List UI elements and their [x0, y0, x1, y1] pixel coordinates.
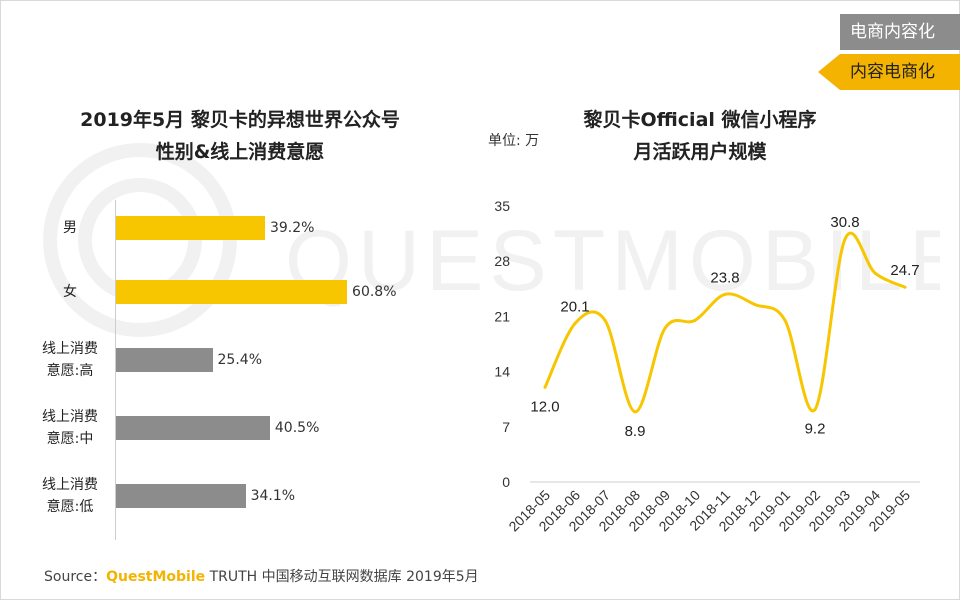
bar-axis-line — [115, 200, 116, 540]
right-title-line1: 黎贝卡Official 微信小程序 — [583, 109, 817, 131]
ecommerce-content-tag: 内容电商化 — [840, 54, 960, 90]
data-point — [813, 407, 817, 411]
bar-category-line2: 意愿:中 — [46, 431, 94, 447]
data-point — [903, 285, 907, 289]
bar-category-line1: 女 — [63, 284, 77, 300]
bar-row: 女 60.8% — [30, 280, 450, 320]
data-label: 24.7 — [890, 262, 919, 279]
data-point — [663, 326, 667, 330]
right-title-line2: 月活跃用户规模 — [633, 141, 767, 163]
y-tick-label: 0 — [502, 474, 510, 490]
bar-category-line1: 男 — [63, 220, 77, 236]
bar-row: 男 39.2% — [30, 216, 450, 256]
left-chart-title: 2019年5月 黎贝卡的异想世界公众号 性别&线上消费意愿 — [30, 104, 450, 168]
bar-category-label: 线上消费意愿:中 — [30, 406, 110, 450]
bar-value-label: 34.1% — [250, 488, 296, 504]
bar-row: 线上消费意愿:低 34.1% — [30, 477, 450, 524]
data-label: 12.0 — [530, 398, 559, 415]
y-tick-label: 21 — [494, 308, 510, 324]
bar — [116, 416, 270, 440]
data-label: 30.8 — [830, 214, 859, 231]
bar-category-label: 男 — [30, 217, 110, 239]
y-tick-label: 14 — [494, 364, 510, 380]
bar-category-line1: 线上消费 — [42, 477, 98, 493]
bar-category-line2: 意愿:高 — [46, 363, 94, 379]
data-point — [873, 271, 877, 275]
series-line — [543, 231, 906, 414]
arrow-left-icon — [818, 54, 840, 90]
bar — [116, 216, 265, 240]
bar-category-line1: 线上消费 — [42, 409, 98, 425]
y-tick-label: 28 — [494, 253, 510, 269]
bar-row: 线上消费意愿:中 40.5% — [30, 409, 450, 456]
bar-category-label: 线上消费意愿:高 — [30, 338, 110, 382]
data-point — [573, 321, 577, 325]
data-point — [633, 410, 637, 414]
bar — [116, 348, 213, 372]
unit-label: 单位: 万 — [488, 133, 540, 149]
data-point — [693, 318, 697, 322]
left-title-line1: 2019年5月 黎贝卡的异想世界公众号 — [80, 109, 400, 131]
bar-category-line1: 线上消费 — [42, 341, 98, 357]
data-point — [753, 303, 757, 307]
bar-value-label: 39.2% — [269, 220, 315, 236]
data-label: 20.1 — [560, 298, 589, 315]
bar-value-label: 60.8% — [352, 284, 397, 300]
data-point — [603, 318, 607, 322]
source-text: TRUTH 中国移动互联网数据库 2019年5月 — [205, 569, 479, 585]
y-tick-label: 7 — [502, 419, 510, 435]
source-footer: Source：QuestMobile TRUTH 中国移动互联网数据库 2019… — [44, 566, 479, 586]
y-tick-label: 35 — [494, 198, 510, 214]
bar-category-label: 线上消费意愿:低 — [30, 474, 110, 518]
data-label: 23.8 — [710, 269, 739, 286]
bar-category-label: 女 — [30, 281, 110, 303]
data-point — [723, 292, 727, 296]
data-point — [783, 318, 787, 322]
bar-category-line2: 意愿:低 — [46, 499, 94, 515]
bar-value-label: 40.5% — [274, 420, 320, 436]
line-chart: 07142128352018-052018-062018-072018-0820… — [494, 198, 920, 534]
bar — [116, 280, 348, 304]
data-point — [843, 237, 847, 241]
content-ecommerce-tag: 电商内容化 — [840, 14, 960, 50]
bar-chart: 男 39.2% 女 60.8% 线上消费 意愿:高 25.4% 线上消费 意愿:中 40.5% 线上… — [30, 196, 450, 540]
data-point — [543, 385, 547, 389]
bar-row: 线上消费意愿:高 25.4% — [30, 341, 450, 388]
data-label: 8.9 — [625, 423, 646, 440]
left-title-line2: 性别&线上消费意愿 — [155, 141, 325, 163]
source-label: Source： — [44, 569, 107, 585]
bar-value-label: 25.4% — [217, 352, 262, 368]
data-label: 9.2 — [805, 420, 826, 437]
bar — [116, 484, 246, 508]
brand-name: QuestMobile — [106, 569, 206, 585]
right-chart-title: 黎贝卡Official 微信小程序 月活跃用户规模 — [500, 104, 900, 168]
